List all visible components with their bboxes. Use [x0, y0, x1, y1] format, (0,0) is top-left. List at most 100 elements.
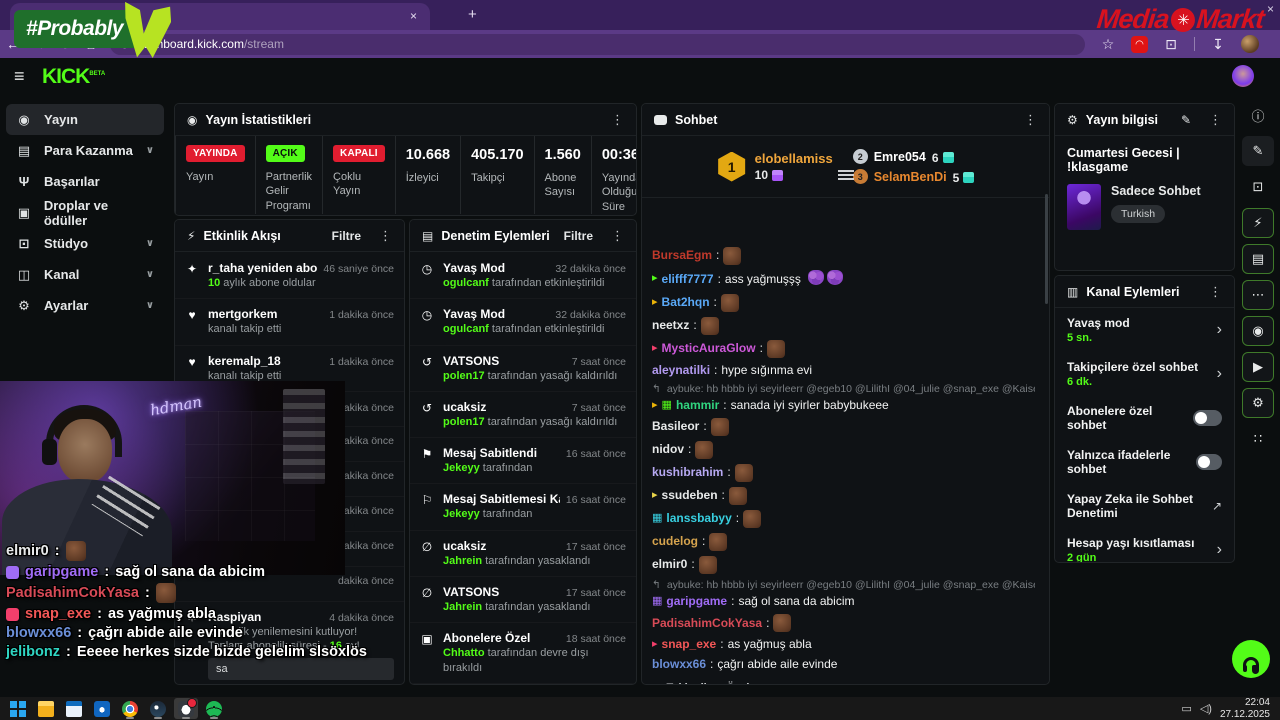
discord[interactable] [174, 697, 198, 719]
moderation-item[interactable]: ⚑ Mesaj Sabitlendi 16 saat önce Jekeyy t… [410, 438, 636, 485]
outlook[interactable] [90, 698, 114, 719]
moderation-item[interactable]: ◷ Yavaş Mod 32 dakika önce ogulcanf tara… [410, 253, 636, 300]
hamburger-menu-icon[interactable]: ≡ [14, 66, 25, 86]
stream-info-menu-icon[interactable]: ⋮ [1209, 111, 1222, 127]
chevron-right-icon[interactable]: › [1216, 365, 1222, 382]
sidebar-item-basarilar[interactable]: Ψ Başarılar ∨ [6, 166, 164, 197]
toggle-switch[interactable] [1195, 454, 1222, 470]
edit-stream-info-icon[interactable]: ✎ [1180, 112, 1191, 127]
sidebar-item-droplar[interactable]: ▣ Droplar ve ödüller ∨ [6, 197, 164, 228]
quick-actions-icon[interactable]: ⚡ [1242, 208, 1274, 238]
channel-action-row[interactable]: Yavaş mod 5 sn. › ↗ [1055, 308, 1234, 352]
chat-menu-icon[interactable]: ⋮ [1024, 111, 1037, 127]
downloads-icon[interactable]: ↧ [1212, 35, 1224, 52]
tab-groups-icon[interactable]: ⊡ [1165, 35, 1177, 52]
spotify[interactable] [202, 698, 226, 719]
browser-profile-avatar[interactable] [1241, 35, 1259, 53]
category-thumbnail[interactable] [1067, 184, 1101, 230]
moderation-item[interactable]: ⚐ Mesaj Sabitlemesi Kaldırıldı 16 saat ö… [410, 484, 636, 531]
new-tab-button[interactable]: + [468, 6, 477, 23]
feed-item[interactable]: ✦ r_taha yeniden abone oldu! 46 saniye ö… [175, 253, 404, 300]
chat-username[interactable]: hammir [675, 397, 720, 412]
feed-item[interactable]: ✶ Kaspiyan 4 dakika önce abonelik yenile… [175, 602, 404, 684]
chat-username[interactable]: kushibrahim [652, 465, 724, 480]
chat-username[interactable]: lanssbabyy [666, 511, 732, 526]
chat-username[interactable]: Bat2hqn [661, 295, 710, 310]
support-button[interactable] [1232, 640, 1270, 678]
sidebar-item-ayarlar[interactable]: ⚙ Ayarlar ∨ [6, 290, 164, 321]
window-close-icon[interactable]: × [1266, 2, 1274, 16]
chat-username[interactable]: MysticAuraGlow [661, 341, 756, 356]
apps-widget-icon[interactable]: ∷ [1253, 431, 1263, 446]
feed-item[interactable]: ♥ mertgorkem 1 dakika önce kanalı takip … [175, 299, 404, 346]
chevron-right-icon[interactable]: › [1216, 541, 1222, 558]
category-name[interactable]: Sadece Sohbet [1111, 184, 1201, 198]
moderation-item[interactable]: ∅ ucaksiz 17 saat önce Jahrein tarafında… [410, 531, 636, 578]
chat-username[interactable]: PadisahimCokYasa [652, 615, 763, 630]
sidebar-item-kanal[interactable]: ◫ Kanal ∨ [6, 259, 164, 290]
channel-action-row[interactable]: Yalnızca ifadelerle sohbet › ↗ [1055, 440, 1234, 484]
channel-action-row[interactable]: Abonelere özel sohbet › ↗ [1055, 396, 1234, 440]
chat-username[interactable]: Basileor [652, 419, 700, 434]
channel-action-row[interactable]: Hesap yaşı kısıtlaması 2 gün › ↗ [1055, 528, 1234, 562]
chevron-right-icon[interactable]: › [1216, 321, 1222, 338]
file-explorer[interactable] [34, 698, 58, 719]
address-bar[interactable]: ⊙ dashboard.kick.com/stream [110, 33, 1085, 55]
sidebar-item-yayin[interactable]: ◉ Yayın ∨ [6, 104, 164, 135]
chat-username[interactable]: nidov [652, 442, 684, 457]
channel-action-row[interactable]: Takipçilere özel sohbet 6 dk. › ↗ [1055, 352, 1234, 396]
sidebar-item-studyo[interactable]: ⊡ Stüdyo ∨ [6, 228, 164, 259]
chat-username[interactable]: ssudeben [661, 488, 718, 503]
chat-username[interactable]: elmir0 [652, 557, 688, 572]
moderation-item[interactable]: ▣ Abonelere Özel 18 saat önce Chhatto ta… [410, 623, 636, 684]
chat-username[interactable]: BursaEgm [652, 248, 713, 263]
chat-username[interactable]: garipgame [666, 594, 728, 608]
channel-actions-menu-icon[interactable]: ⋮ [1209, 283, 1222, 299]
moderation-filter-button[interactable]: Filtre [563, 228, 593, 243]
chat-scrollbar[interactable] [1045, 194, 1048, 304]
chat-username[interactable]: elifff7777 [661, 271, 714, 286]
moderation-item[interactable]: ◷ Yavaş Mod 32 dakika önce ogulcanf tara… [410, 299, 636, 346]
chat-username[interactable]: cudelog [652, 534, 699, 549]
feed-item[interactable]: ♥ keremalp_18 1 dakika önce kanalı takip… [175, 346, 404, 392]
channel-action-row[interactable]: Yapay Zeka ile Sohbet Denetimi › ↗ [1055, 484, 1234, 528]
external-link-icon[interactable]: ↗ [1211, 499, 1222, 513]
toggle-switch[interactable] [1192, 410, 1222, 426]
collapse-leaderboard-icon[interactable] [837, 170, 854, 180]
broadcast-widget-icon[interactable]: ◉ [1242, 316, 1274, 346]
kick-logo[interactable]: KICKBETA [42, 65, 106, 88]
feed-item[interactable]: dakika önce [175, 567, 404, 602]
speaker-tray-icon[interactable]: ◁) [1199, 703, 1212, 715]
moderation-item[interactable]: ↺ ucaksiz 7 saat önce polen17 tarafından… [410, 392, 636, 439]
chat-username[interactable]: snap_exe [661, 637, 717, 651]
tools-widget-icon[interactable]: ⚙ [1242, 388, 1274, 418]
info-icon[interactable]: ⓘ [1251, 108, 1265, 124]
feed-menu-icon[interactable]: ⋮ [379, 227, 392, 243]
microsoft-store[interactable] [62, 698, 86, 719]
edit-icon[interactable]: ✎ [1242, 136, 1274, 166]
feed-filter-button[interactable]: Filtre [331, 228, 361, 243]
extension-icon[interactable]: ◠ [1131, 35, 1148, 53]
chat-username[interactable]: blowxx66 [652, 657, 707, 671]
moderation-item[interactable]: ↺ VATSONS 7 saat önce polen17 tarafından… [410, 346, 636, 392]
bookmark-star-icon[interactable]: ☆ [1101, 35, 1115, 52]
tab-close-icon[interactable]: × [410, 9, 418, 23]
taskbar-clock[interactable]: 22:04 27.12.2025 [1220, 697, 1270, 720]
chat-widget-icon[interactable]: ⋯ [1242, 280, 1274, 310]
notes-widget-icon[interactable]: ▤ [1242, 244, 1274, 274]
studio-icon[interactable]: ⊡ [1252, 179, 1264, 194]
monitor-tray-icon[interactable]: ▭ [1181, 703, 1192, 715]
user-avatar[interactable] [1232, 65, 1254, 87]
chat-username[interactable]: aleynatilki [652, 362, 711, 377]
gift-leaderboard[interactable]: 1 elobellamiss 10 2 Emre054 6 3 SelamBen… [642, 136, 1049, 198]
multistream-widget-icon[interactable]: ▶ [1242, 352, 1274, 382]
windows-start[interactable] [6, 698, 30, 719]
sidebar-item-para-kazanma[interactable]: ▤ Para Kazanma ∨ [6, 135, 164, 166]
moderation-menu-icon[interactable]: ⋮ [611, 227, 624, 243]
chrome[interactable] [118, 698, 142, 719]
stats-menu-icon[interactable]: ⋮ [611, 111, 624, 127]
steam[interactable] [146, 698, 170, 719]
chat-username[interactable]: neetxz [652, 318, 690, 333]
moderation-item[interactable]: ∅ VATSONS 17 saat önce Jahrein tarafında… [410, 577, 636, 624]
browser-menu-icon[interactable]: ⋮ [1269, 36, 1280, 53]
